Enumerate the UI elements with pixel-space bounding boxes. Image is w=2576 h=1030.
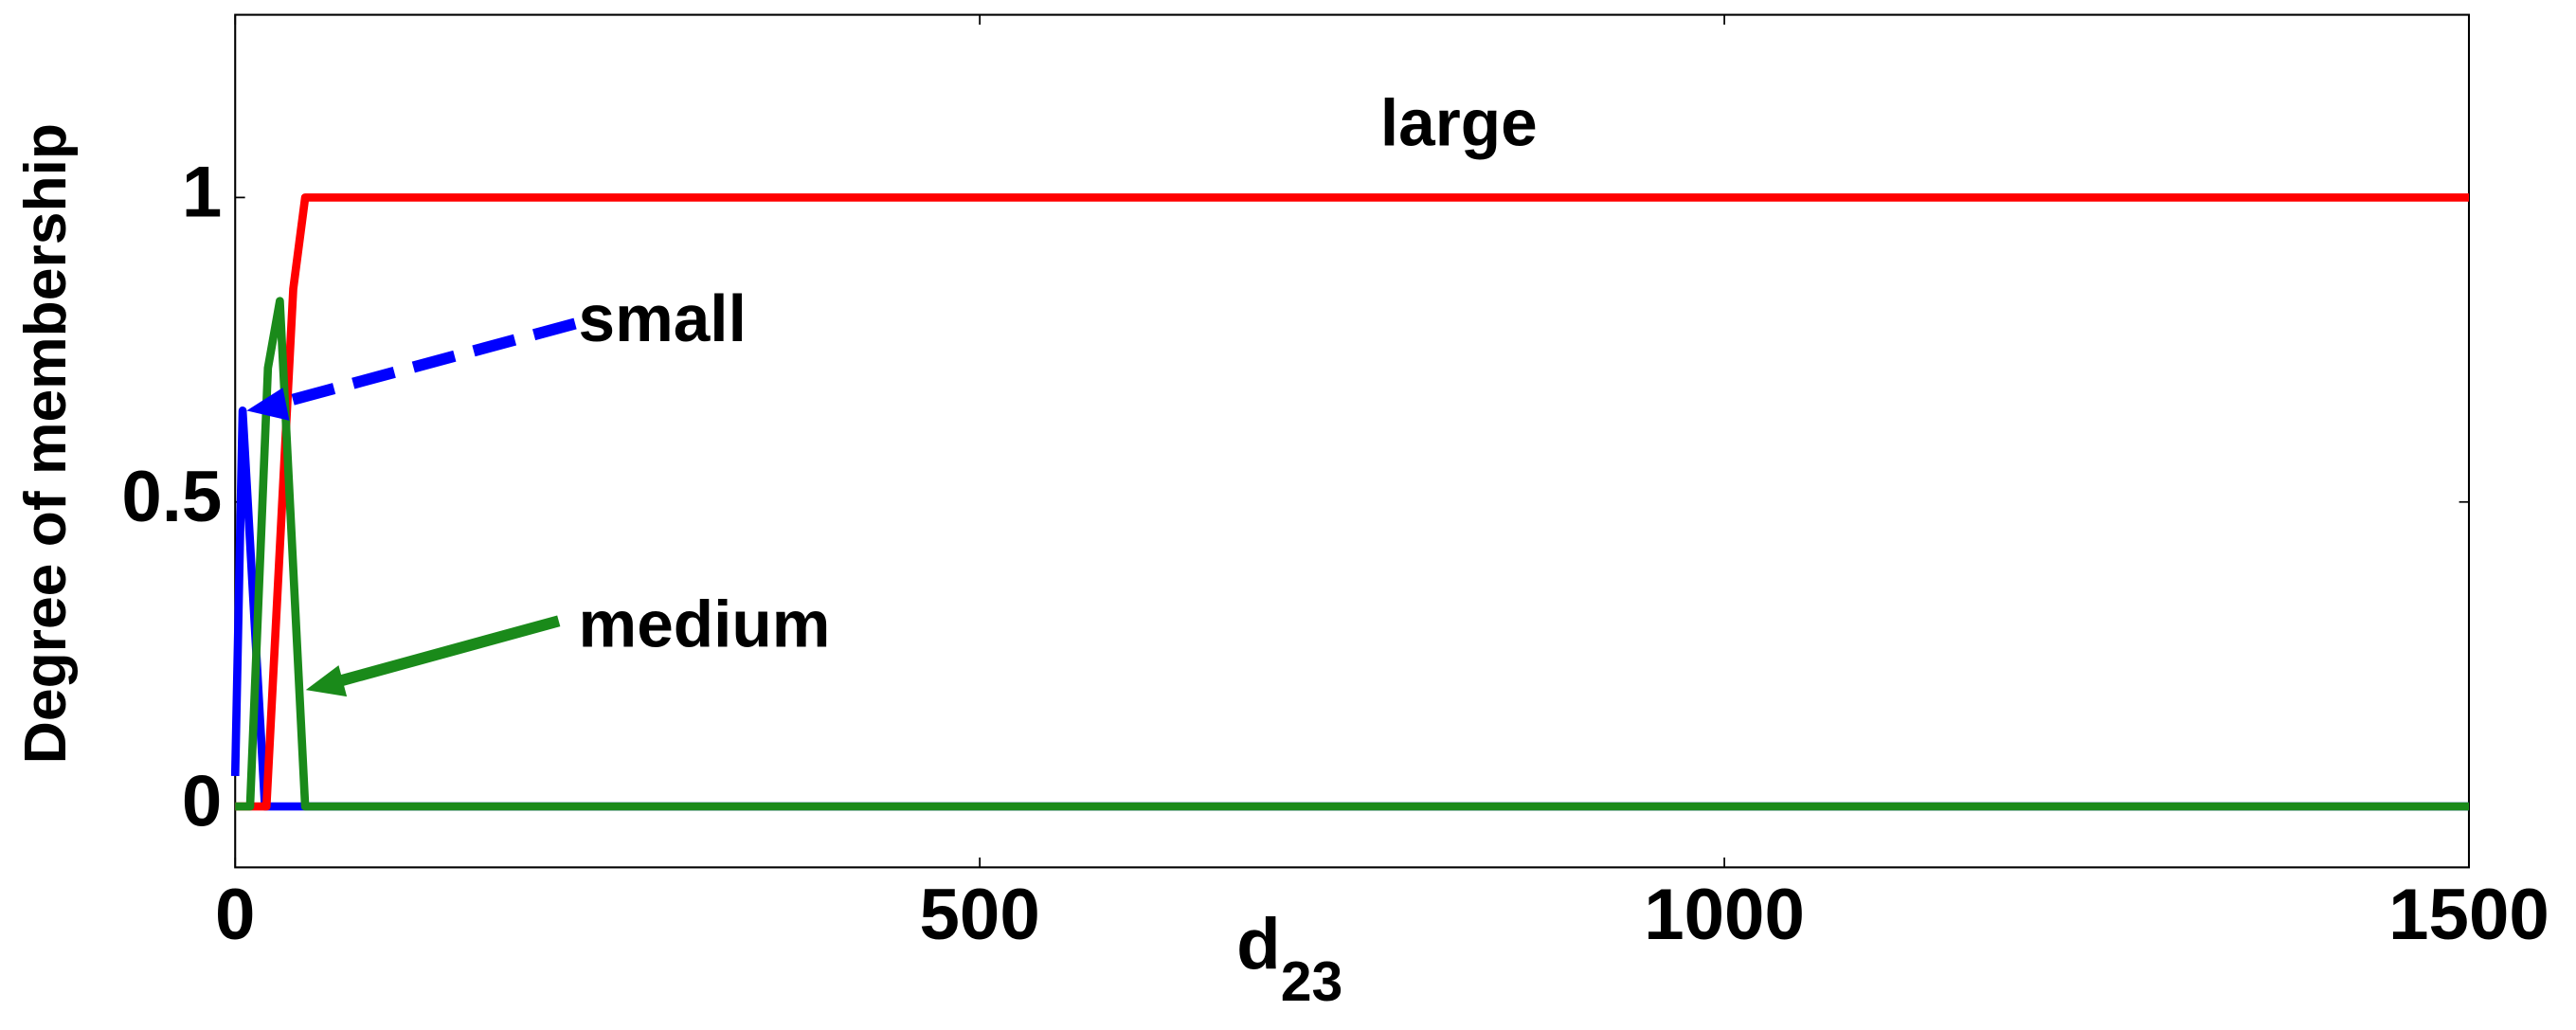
plot-area xyxy=(234,13,2471,869)
ticks: 0 500 1000 1500 0 0.5 1 xyxy=(121,14,2549,955)
x-label-subscript: 23 xyxy=(1281,951,1343,1013)
arrow-head-small xyxy=(246,388,290,421)
y-axis-label: Degree of membership xyxy=(13,123,79,764)
lines xyxy=(230,193,2469,811)
y-tick-label: 0 xyxy=(182,761,222,841)
arrow-head-medium xyxy=(305,665,348,697)
x-tick-label: 0 xyxy=(215,875,255,955)
series-line xyxy=(235,193,2469,811)
arrow-small xyxy=(274,317,577,410)
x-tick-label: 500 xyxy=(920,875,1040,955)
annotation-small: small xyxy=(579,281,747,355)
x-axis-label: d23 xyxy=(1236,904,1342,1013)
x-label-main: d xyxy=(1236,904,1281,985)
series-line xyxy=(235,297,2469,811)
y-tick-label: 0.5 xyxy=(121,457,222,537)
x-tick-label: 1000 xyxy=(1644,875,1805,955)
arrow-medium xyxy=(335,615,561,688)
annotation-large: large xyxy=(1380,86,1538,160)
annotation-medium: medium xyxy=(579,587,831,660)
x-tick-label: 1500 xyxy=(2388,875,2549,955)
y-tick-label: 1 xyxy=(182,153,222,233)
